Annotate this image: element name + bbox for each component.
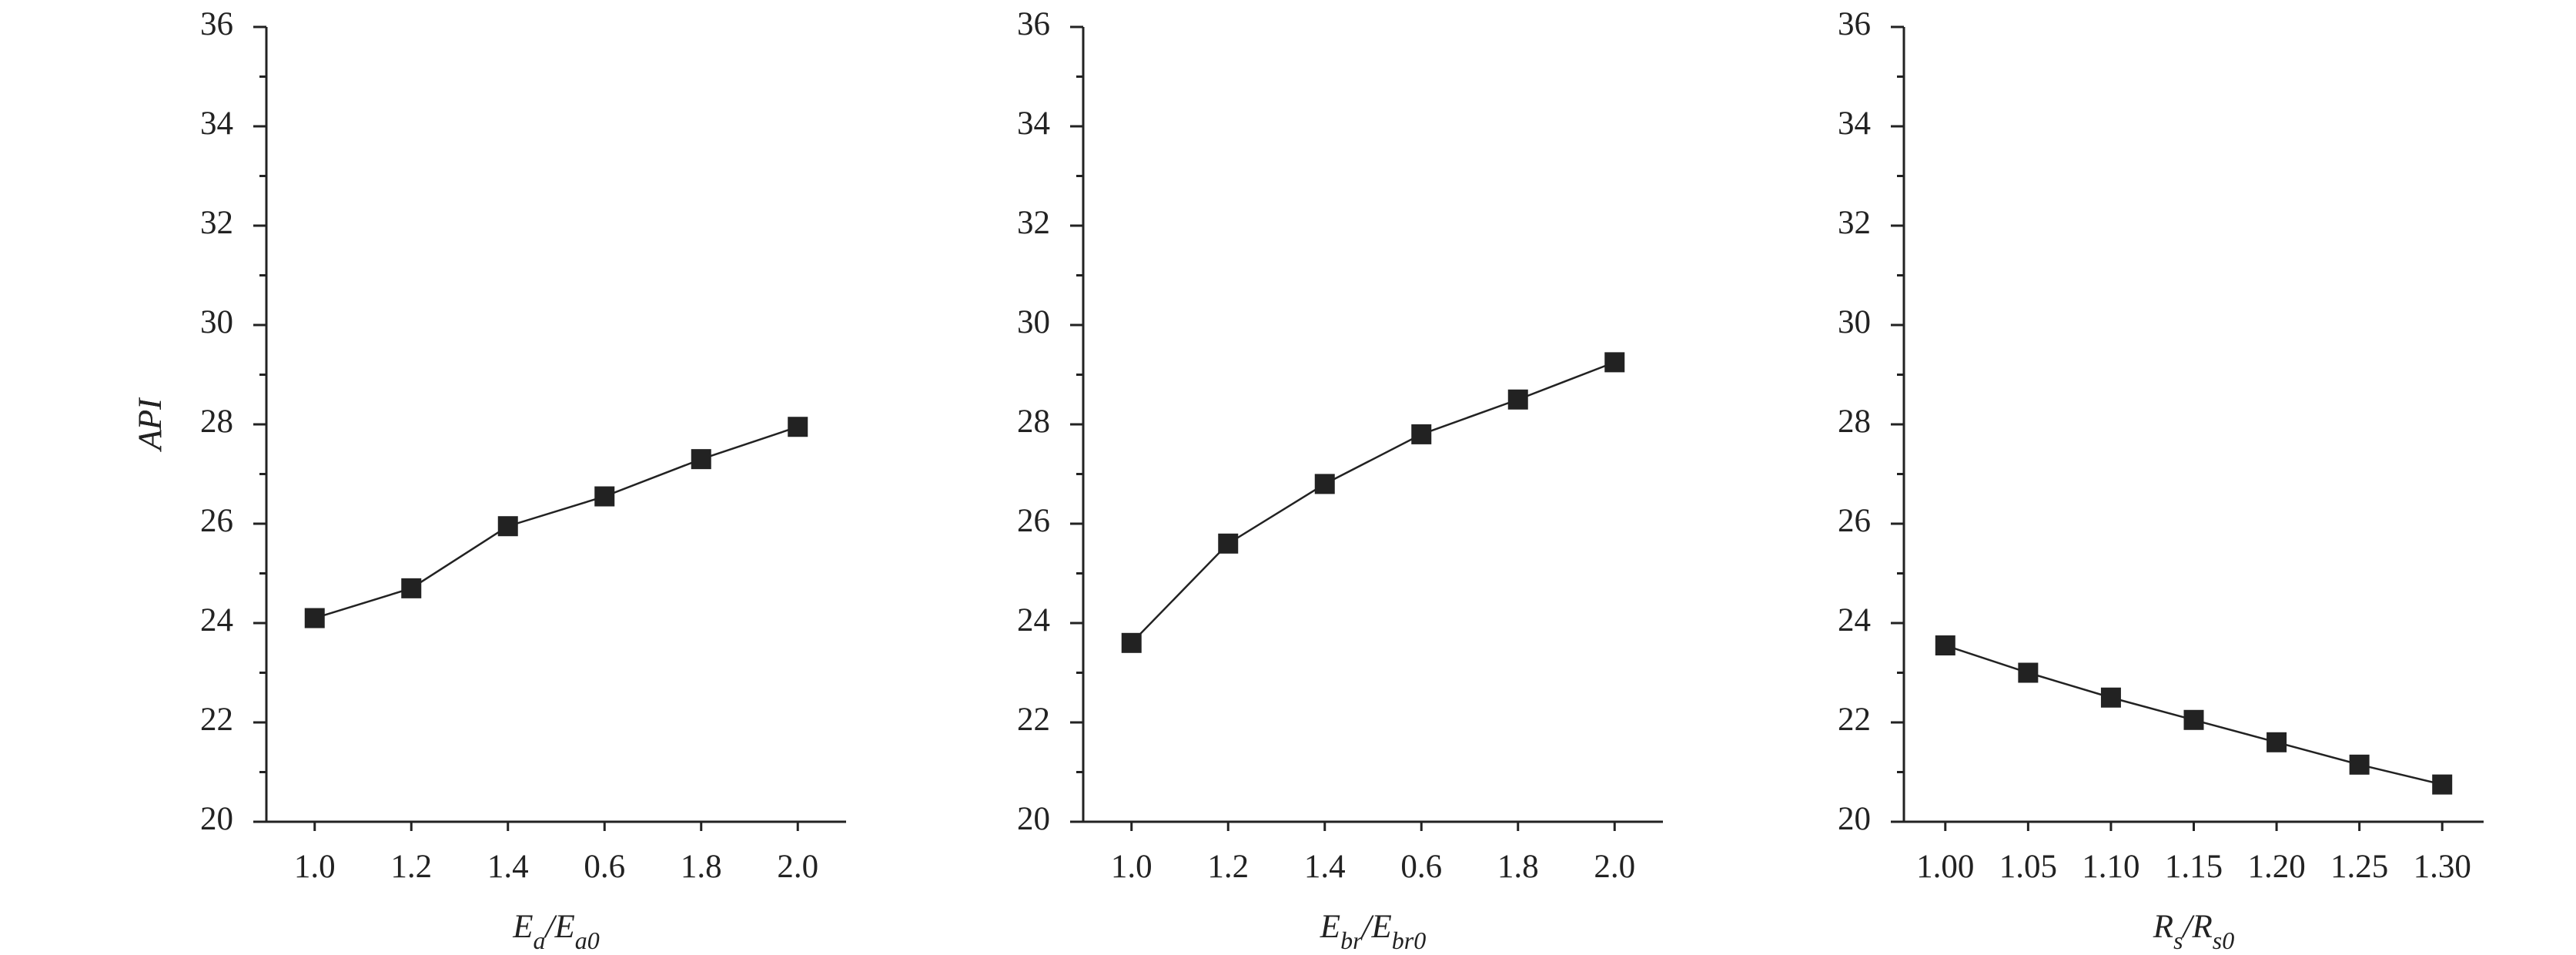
x-tick-label: 1.0 <box>1111 849 1153 885</box>
marker <box>2349 754 2370 775</box>
y-tick-label: 22 <box>1017 702 1050 738</box>
y-tick-label: 24 <box>1017 602 1050 638</box>
y-tick-label: 36 <box>1017 6 1050 42</box>
marker <box>594 486 615 507</box>
x-tick-label: 2.0 <box>1594 849 1635 885</box>
y-tick-label: 26 <box>1017 503 1050 539</box>
x-axis-label-part: E <box>512 909 533 945</box>
x-tick-label: 1.05 <box>1999 849 2057 885</box>
y-tick-label: 32 <box>1838 205 1871 241</box>
data-line <box>314 426 798 619</box>
marker <box>304 608 325 628</box>
data-line <box>1130 361 1615 644</box>
y-tick-label: 34 <box>1838 106 1871 142</box>
marker <box>1411 424 1432 444</box>
x-tick-label: 1.15 <box>2165 849 2223 885</box>
x-tick-label: 1.4 <box>1304 849 1346 885</box>
y-tick-label: 22 <box>1838 702 1871 738</box>
x-tick-label: 1.4 <box>487 849 529 885</box>
y-tick-label: 20 <box>1017 801 1050 837</box>
x-tick-label: 1.8 <box>1497 849 1539 885</box>
x-axis-label: Ebr/Ebr0 <box>1320 909 1426 954</box>
x-tick-label: 0.6 <box>584 849 625 885</box>
marker <box>2183 709 2204 730</box>
marker <box>2018 662 2039 683</box>
x-tick-label: 2.0 <box>777 849 818 885</box>
marker <box>2100 687 2121 708</box>
marker <box>691 449 711 470</box>
x-tick-label: 1.10 <box>2082 849 2139 885</box>
y-tick-label: 26 <box>200 503 233 539</box>
x-axis-label-part: br0 <box>1392 927 1426 954</box>
y-tick-label: 28 <box>1838 404 1871 440</box>
y-tick-label: 28 <box>200 404 233 440</box>
x-axis-label-part: s <box>2173 927 2183 954</box>
y-tick-label: 30 <box>1838 304 1871 340</box>
y-tick-label: 32 <box>1017 205 1050 241</box>
x-axis-label-part: E <box>1320 909 1340 945</box>
y-tick-label: 26 <box>1838 503 1871 539</box>
y-tick-label: 22 <box>200 702 233 738</box>
marker <box>788 417 808 437</box>
y-tick-label: 32 <box>200 205 233 241</box>
marker <box>1218 533 1239 554</box>
marker <box>1121 632 1142 653</box>
y-tick-label: 30 <box>1017 304 1050 340</box>
x-axis-label-part: /E <box>1361 909 1392 945</box>
y-tick-label: 34 <box>1017 106 1050 142</box>
marker <box>401 578 422 598</box>
x-axis-label-part: /R <box>2182 909 2213 945</box>
x-axis-label-part: s0 <box>2213 927 2234 954</box>
x-tick-label: 1.30 <box>2414 849 2471 885</box>
y-tick-label: 34 <box>200 106 233 142</box>
x-axis-label: Rs/Rs0 <box>2153 909 2234 954</box>
marker <box>497 516 518 537</box>
x-tick-label: 1.25 <box>2330 849 2388 885</box>
x-tick-label: 0.6 <box>1400 849 1442 885</box>
x-tick-label: 1.00 <box>1916 849 1974 885</box>
marker <box>2267 732 2287 752</box>
x-axis-label-part: a <box>534 927 546 954</box>
y-tick-label: 24 <box>200 602 233 638</box>
marker <box>2432 774 2453 795</box>
y-axis-label: API <box>132 397 169 453</box>
y-axis-label: API <box>132 397 169 453</box>
marker <box>1507 389 1528 410</box>
x-axis-label-part: R <box>2153 909 2173 945</box>
x-tick-label: 1.2 <box>1207 849 1249 885</box>
x-tick-label: 1.0 <box>294 849 336 885</box>
marker <box>1935 635 1955 656</box>
y-tick-label: 20 <box>1838 801 1871 837</box>
y-tick-label: 36 <box>200 6 233 42</box>
marker <box>1314 474 1335 494</box>
y-tick-label: 36 <box>1838 6 1871 42</box>
y-tick-label: 20 <box>200 801 233 837</box>
y-axis-label: API <box>132 397 169 453</box>
x-axis-label: Ea/Ea0 <box>512 909 600 954</box>
x-tick-label: 1.2 <box>390 849 432 885</box>
marker <box>1604 352 1625 373</box>
y-tick-label: 24 <box>1838 602 1871 638</box>
y-tick-label: 28 <box>1017 404 1050 440</box>
x-axis-label-part: /E <box>544 909 575 945</box>
x-tick-label: 1.8 <box>681 849 722 885</box>
y-tick-label: 30 <box>200 304 233 340</box>
x-axis-label-part: br <box>1340 927 1363 954</box>
x-axis-label-part: a0 <box>575 927 600 954</box>
x-tick-label: 1.20 <box>2247 849 2305 885</box>
